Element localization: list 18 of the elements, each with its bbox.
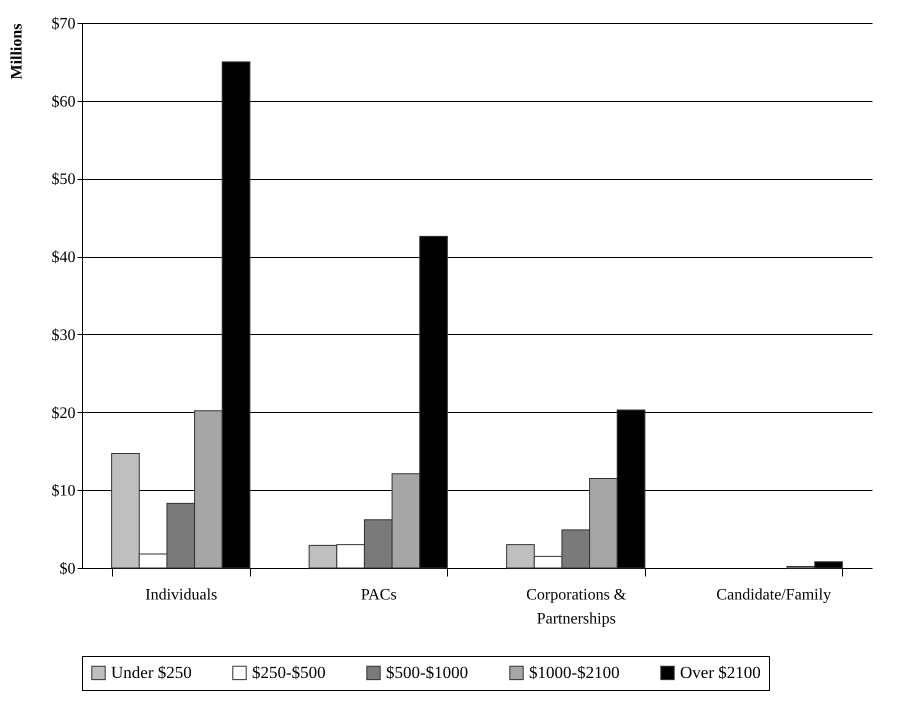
x-tick-label: Individuals — [145, 586, 218, 604]
x-tick-label: PACs — [360, 586, 397, 604]
legend-label: Under $250 — [111, 662, 192, 682]
y-axis-title: Millions — [8, 24, 26, 80]
y-tick-label: $60 — [52, 93, 76, 110]
y-tick-label: $50 — [52, 171, 76, 188]
legend-label: $250-$500 — [252, 662, 326, 682]
y-tick-label: $70 — [52, 16, 76, 32]
y-tick-label: $30 — [52, 326, 76, 344]
x-tick-label: Corporations & Partnerships — [526, 586, 627, 628]
y-tick-label: $20 — [52, 404, 76, 422]
y-tick-label: $10 — [52, 482, 76, 500]
legend-label: Over $2100 — [680, 662, 761, 682]
legend-label: $500-$1000 — [386, 662, 468, 682]
x-tick-label: Candidate/Family — [716, 586, 832, 604]
y-tick-label: $0 — [60, 560, 76, 578]
legend-label: $1000-$2100 — [529, 662, 620, 682]
y-tick-label: $40 — [52, 249, 76, 266]
